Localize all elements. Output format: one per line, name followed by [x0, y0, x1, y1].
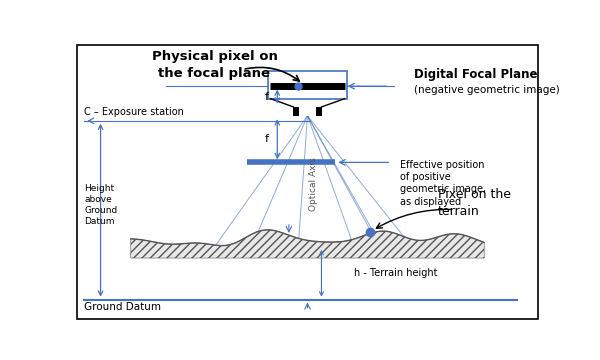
Text: Ground Datum: Ground Datum	[84, 302, 161, 312]
Text: Effective position
of positive
geometric image,
as displayed: Effective position of positive geometric…	[401, 159, 487, 207]
Bar	[316, 107, 322, 116]
Text: Optical Axis: Optical Axis	[308, 157, 317, 211]
Polygon shape	[131, 230, 484, 258]
Text: f: f	[265, 134, 269, 144]
Text: Physical pixel on
the focal plane: Physical pixel on the focal plane	[152, 50, 277, 80]
Text: Height
above
Ground
Datum: Height above Ground Datum	[84, 184, 118, 226]
Bar	[268, 71, 347, 99]
Bar	[293, 107, 299, 116]
Text: Digital Focal Plane: Digital Focal Plane	[415, 68, 538, 81]
Text: h - Terrain height: h - Terrain height	[354, 268, 437, 278]
Text: (negative geometric image): (negative geometric image)	[415, 85, 560, 95]
Text: Pixel on the
terrain: Pixel on the terrain	[438, 188, 511, 217]
Text: f: f	[265, 91, 269, 102]
Bar	[299, 107, 316, 116]
Text: C – Exposure station: C – Exposure station	[84, 108, 184, 117]
